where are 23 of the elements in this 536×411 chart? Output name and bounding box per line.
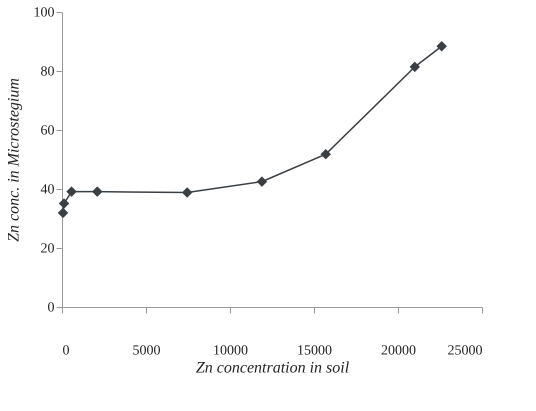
y-axis-title: Zn conc. in Microstegium bbox=[6, 78, 22, 242]
point bbox=[436, 40, 447, 52]
point bbox=[256, 176, 268, 187]
y-tick-label: 40 bbox=[40, 182, 54, 198]
y-tick-label: 60 bbox=[40, 124, 54, 138]
y-tick-label: 0 bbox=[48, 300, 54, 316]
x-axis-title: Zn concentration in soil bbox=[196, 360, 350, 376]
x-tick-label: 15000 bbox=[297, 344, 332, 358]
point bbox=[320, 148, 332, 160]
x-tick-label: 20000 bbox=[381, 344, 416, 358]
x-tick-label: 10000 bbox=[213, 344, 248, 358]
point bbox=[92, 186, 103, 197]
x-tick-label: 25000 bbox=[448, 344, 482, 358]
point bbox=[58, 198, 70, 209]
y-tick-label: 100 bbox=[34, 6, 54, 20]
point bbox=[58, 208, 68, 218]
y-tick-label: 20 bbox=[40, 242, 54, 256]
y-tick-label: 80 bbox=[40, 64, 54, 80]
point bbox=[410, 62, 420, 72]
x-tick-label: 0 bbox=[62, 344, 70, 358]
point bbox=[182, 187, 192, 198]
point bbox=[66, 186, 77, 197]
x-tick-label: 5000 bbox=[132, 344, 160, 358]
